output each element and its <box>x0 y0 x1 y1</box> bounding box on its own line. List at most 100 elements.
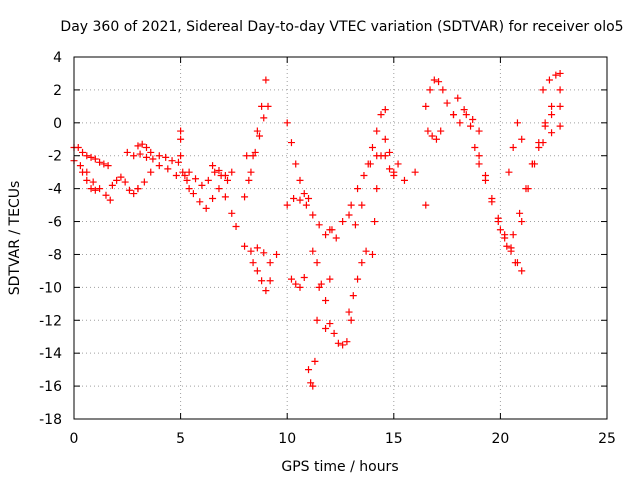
data-point <box>475 152 483 160</box>
data-point <box>215 167 223 175</box>
x-tick-label: 15 <box>385 431 403 447</box>
y-tick-label: -10 <box>39 280 62 296</box>
series-arc-19 <box>305 283 323 390</box>
data-point <box>332 234 340 242</box>
series-arc-34 <box>496 86 564 250</box>
data-point <box>435 78 443 86</box>
data-point <box>556 86 564 94</box>
series-arc-08 <box>177 127 193 193</box>
data-point <box>262 76 270 84</box>
data-point <box>467 122 475 130</box>
data-point <box>377 111 385 119</box>
data-point <box>390 171 398 179</box>
data-point <box>381 152 389 160</box>
data-point <box>381 106 389 114</box>
data-point <box>91 155 99 163</box>
data-point <box>501 231 509 239</box>
data-point <box>360 171 368 179</box>
data-point <box>138 140 146 148</box>
y-tick-label: -14 <box>39 346 62 362</box>
data-point <box>296 196 304 204</box>
series-arc-22 <box>326 201 366 242</box>
data-point <box>394 160 402 168</box>
data-point <box>204 176 212 184</box>
data-point <box>313 259 321 267</box>
data-point <box>155 152 163 160</box>
data-point <box>290 195 298 203</box>
data-point <box>364 160 372 168</box>
data-point <box>313 316 321 324</box>
data-point <box>174 158 182 166</box>
series-arc-05 <box>134 162 180 193</box>
series-arc-29 <box>422 76 457 119</box>
series-arc-16 <box>283 119 313 203</box>
y-axis-label: SDTVAR / TECUs <box>7 181 23 296</box>
data-point <box>509 144 517 151</box>
x-tick-label: 10 <box>278 431 296 447</box>
series-arc-15 <box>249 259 274 295</box>
series-arc-27 <box>381 152 402 179</box>
series-arc-20 <box>309 247 334 305</box>
data-point <box>177 127 185 135</box>
series-arc-35 <box>511 122 564 267</box>
data-point <box>424 127 432 135</box>
data-point <box>192 175 200 183</box>
data-point <box>309 247 317 255</box>
data-point <box>241 193 249 201</box>
data-point <box>149 155 157 163</box>
data-point <box>300 273 308 281</box>
data-point <box>283 119 291 127</box>
data-point <box>462 111 470 119</box>
series-arc-09 <box>185 168 232 189</box>
data-point <box>264 102 272 110</box>
data-point <box>91 186 99 194</box>
data-point <box>494 214 502 222</box>
data-point <box>345 211 353 219</box>
data-point <box>343 338 351 346</box>
data-point <box>283 201 291 209</box>
data-point <box>305 366 313 374</box>
data-point <box>134 142 142 150</box>
y-tick-label: -16 <box>39 379 62 395</box>
data-point <box>339 218 347 226</box>
data-point <box>358 259 366 267</box>
data-point <box>305 195 313 203</box>
series-arc-03 <box>79 168 99 194</box>
data-point <box>548 111 556 119</box>
data-point <box>273 250 281 258</box>
data-point <box>309 382 317 390</box>
data-point <box>326 320 334 328</box>
data-point <box>262 287 270 295</box>
data-point <box>296 176 304 184</box>
data-points <box>70 69 564 390</box>
data-point <box>292 280 300 288</box>
data-point <box>373 127 381 135</box>
data-point <box>196 198 204 206</box>
data-point <box>456 119 464 127</box>
data-point <box>535 144 543 151</box>
data-point <box>211 168 219 176</box>
data-point <box>117 173 125 181</box>
data-point <box>362 247 370 255</box>
data-point <box>488 195 496 203</box>
data-point <box>556 122 564 130</box>
data-point <box>177 152 185 160</box>
data-point <box>548 102 556 110</box>
data-point <box>87 153 95 161</box>
data-point <box>322 325 330 332</box>
y-tick-label: -18 <box>39 412 62 428</box>
series-arc-30 <box>424 127 445 143</box>
data-point <box>108 181 116 189</box>
data-point <box>125 186 133 194</box>
grid <box>74 57 607 419</box>
data-point <box>311 357 319 365</box>
data-point <box>368 250 376 258</box>
data-point <box>172 171 180 179</box>
data-point <box>253 127 261 135</box>
data-point <box>287 275 295 283</box>
data-point <box>471 144 479 151</box>
data-point <box>296 283 304 291</box>
data-point <box>162 153 170 161</box>
series-arc-26 <box>364 106 389 168</box>
